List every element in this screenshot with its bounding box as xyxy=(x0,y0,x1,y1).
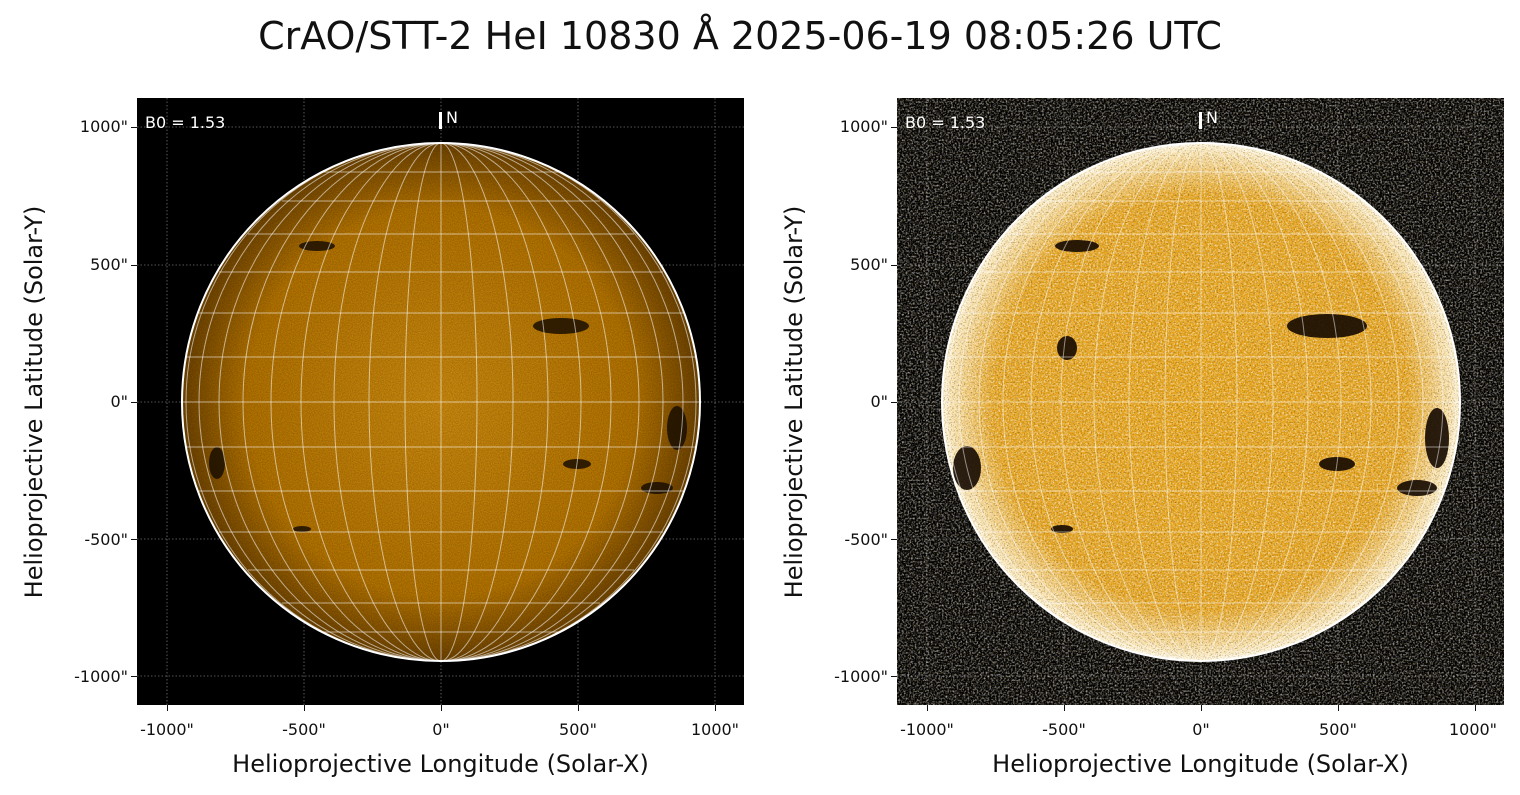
y-tick-label: -500" xyxy=(844,530,888,549)
x-tick-label: 1000" xyxy=(690,720,740,739)
north-label: N xyxy=(1206,108,1218,127)
x-tick-label: -500" xyxy=(1042,720,1086,739)
y-tick-mark xyxy=(891,127,897,128)
b0-label: B0 = 1.53 xyxy=(905,113,986,132)
x-axis-label: Helioprojective Longitude (Solar-X) xyxy=(232,750,649,778)
solar-image-panel-right: N B0 = 1.53 xyxy=(897,98,1504,705)
y-tick-label: 0" xyxy=(870,392,888,411)
x-tick-mark xyxy=(441,705,442,711)
y-tick-label: 500" xyxy=(850,255,888,274)
y-tick-mark xyxy=(131,402,137,403)
y-tick-label: 500" xyxy=(90,255,128,274)
north-label: N xyxy=(446,108,458,127)
y-tick-mark xyxy=(891,676,897,677)
y-axis-label: Helioprojective Latitude (Solar-Y) xyxy=(20,205,48,599)
solar-disk-image-right xyxy=(897,98,1504,705)
x-tick-label: 500" xyxy=(559,720,597,739)
x-axis-label: Helioprojective Longitude (Solar-X) xyxy=(992,750,1409,778)
x-tick-mark xyxy=(715,705,716,711)
y-tick-mark xyxy=(891,265,897,266)
x-tick-mark xyxy=(1201,705,1202,711)
x-tick-mark xyxy=(927,705,928,711)
y-tick-label: 0" xyxy=(110,392,128,411)
x-tick-label: -1000" xyxy=(140,720,194,739)
figure-title: CrAO/STT-2 HeI 10830 Å 2025-06-19 08:05:… xyxy=(258,14,1222,58)
y-tick-mark xyxy=(891,402,897,403)
y-tick-mark xyxy=(131,676,137,677)
y-tick-mark xyxy=(131,127,137,128)
y-tick-mark xyxy=(131,539,137,540)
x-tick-mark xyxy=(1338,705,1339,711)
x-tick-label: 0" xyxy=(1192,720,1210,739)
y-tick-label: -1000" xyxy=(74,667,128,686)
y-tick-label: -1000" xyxy=(834,667,888,686)
x-tick-mark xyxy=(167,705,168,711)
x-tick-mark xyxy=(578,705,579,711)
b0-label: B0 = 1.53 xyxy=(145,113,226,132)
x-tick-label: 500" xyxy=(1319,720,1357,739)
y-tick-label: -500" xyxy=(84,530,128,549)
x-tick-mark xyxy=(1475,705,1476,711)
x-tick-label: -1000" xyxy=(900,720,954,739)
x-tick-mark xyxy=(304,705,305,711)
y-tick-mark xyxy=(131,265,137,266)
north-marker xyxy=(1199,112,1202,129)
solar-image-panel-left: N B0 = 1.53 xyxy=(137,98,744,705)
y-tick-mark xyxy=(891,539,897,540)
y-tick-label: 1000" xyxy=(839,117,888,136)
x-tick-mark xyxy=(1064,705,1065,711)
x-tick-label: 1000" xyxy=(1448,720,1498,739)
solar-disk-image-left xyxy=(137,98,744,705)
y-axis-label: Helioprojective Latitude (Solar-Y) xyxy=(780,205,808,599)
x-tick-label: 0" xyxy=(432,720,450,739)
north-marker xyxy=(439,112,442,129)
x-tick-label: -500" xyxy=(282,720,326,739)
y-tick-label: 1000" xyxy=(79,117,128,136)
